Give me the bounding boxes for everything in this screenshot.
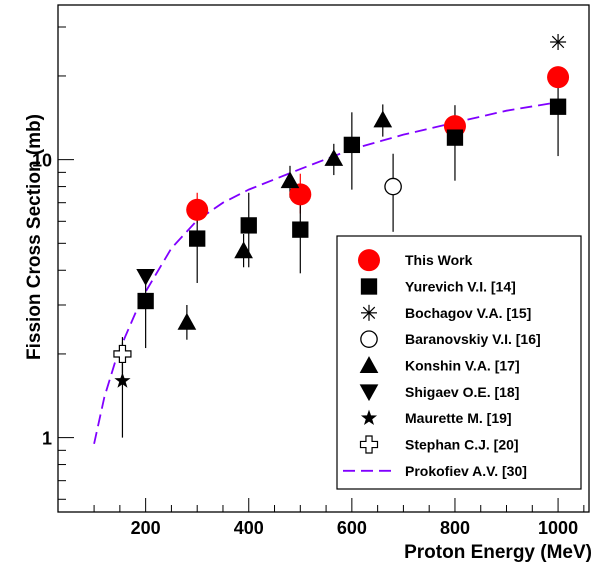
data-point-maurette-m bbox=[114, 372, 131, 388]
legend-label-8: Prokofiev A.V. [30] bbox=[405, 463, 527, 479]
data-point-yurevich-v-i bbox=[189, 230, 206, 247]
legend-label-3: Baranovskiy V.I. [16] bbox=[405, 331, 541, 347]
legend-label-5: Shigaev O.E. [18] bbox=[405, 384, 519, 400]
x-tick-label: 200 bbox=[131, 518, 161, 538]
y-tick-label: 1 bbox=[42, 429, 52, 449]
legend-marker-0 bbox=[358, 249, 380, 272]
data-point-shigaev-o-e bbox=[136, 268, 155, 286]
legend-label-1: Yurevich V.I. [14] bbox=[405, 279, 516, 295]
data-point-this-work bbox=[547, 66, 570, 89]
x-tick-label: 800 bbox=[440, 518, 470, 538]
x-tick-label: 1000 bbox=[538, 518, 578, 538]
legend-label-7: Stephan C.J. [20] bbox=[405, 437, 519, 453]
data-point-stephan-c-j bbox=[113, 344, 132, 364]
legend-marker-7 bbox=[359, 435, 379, 454]
legend-marker-6 bbox=[360, 409, 378, 426]
legend-label-4: Konshin V.A. [17] bbox=[405, 358, 520, 374]
x-axis-title: Proton Energy (MeV) bbox=[404, 542, 592, 563]
data-point-yurevich-v-i bbox=[137, 292, 154, 310]
data-point-yurevich-v-i bbox=[240, 217, 257, 234]
data-point-this-work bbox=[289, 183, 312, 206]
data-point-konshin-v-a bbox=[177, 312, 197, 330]
data-points-layer bbox=[113, 33, 570, 388]
y-axis-title: Fission Cross Section (mb) bbox=[24, 114, 45, 360]
axes-layer: 200 400 600 800 1000 1 10 bbox=[32, 4, 590, 538]
data-point-yurevich-v-i bbox=[549, 98, 567, 115]
data-point-yurevich-v-i bbox=[446, 129, 464, 146]
data-point-bochagov-v-a bbox=[550, 33, 567, 50]
legend-label-6: Maurette M. [19] bbox=[405, 410, 512, 426]
legend-marker-4 bbox=[359, 356, 379, 373]
legend-marker-1 bbox=[360, 278, 378, 295]
legend-label-2: Bochagov V.A. [15] bbox=[405, 305, 531, 321]
data-point-this-work bbox=[186, 198, 209, 221]
data-point-konshin-v-a bbox=[280, 171, 300, 189]
data-point-konshin-v-a bbox=[324, 149, 344, 166]
legend: This Work Yurevich V.I. [14] Bochagov V.A.… bbox=[336, 235, 582, 490]
data-point-konshin-v-a bbox=[373, 110, 393, 128]
legend-marker-2 bbox=[361, 304, 377, 321]
data-point-yurevich-v-i bbox=[292, 221, 309, 238]
data-point-baranovskiy-v-i bbox=[384, 177, 402, 196]
y-tick-label: 10 bbox=[32, 151, 52, 171]
x-tick-label: 600 bbox=[337, 518, 367, 538]
x-tick-label: 400 bbox=[234, 518, 264, 538]
plot-frame bbox=[57, 4, 590, 513]
legend-marker-5 bbox=[359, 384, 379, 402]
legend-label-0: This Work bbox=[405, 252, 473, 268]
legend-marker-3 bbox=[360, 330, 378, 348]
data-point-yurevich-v-i bbox=[343, 136, 361, 154]
data-point-konshin-v-a bbox=[234, 241, 253, 259]
